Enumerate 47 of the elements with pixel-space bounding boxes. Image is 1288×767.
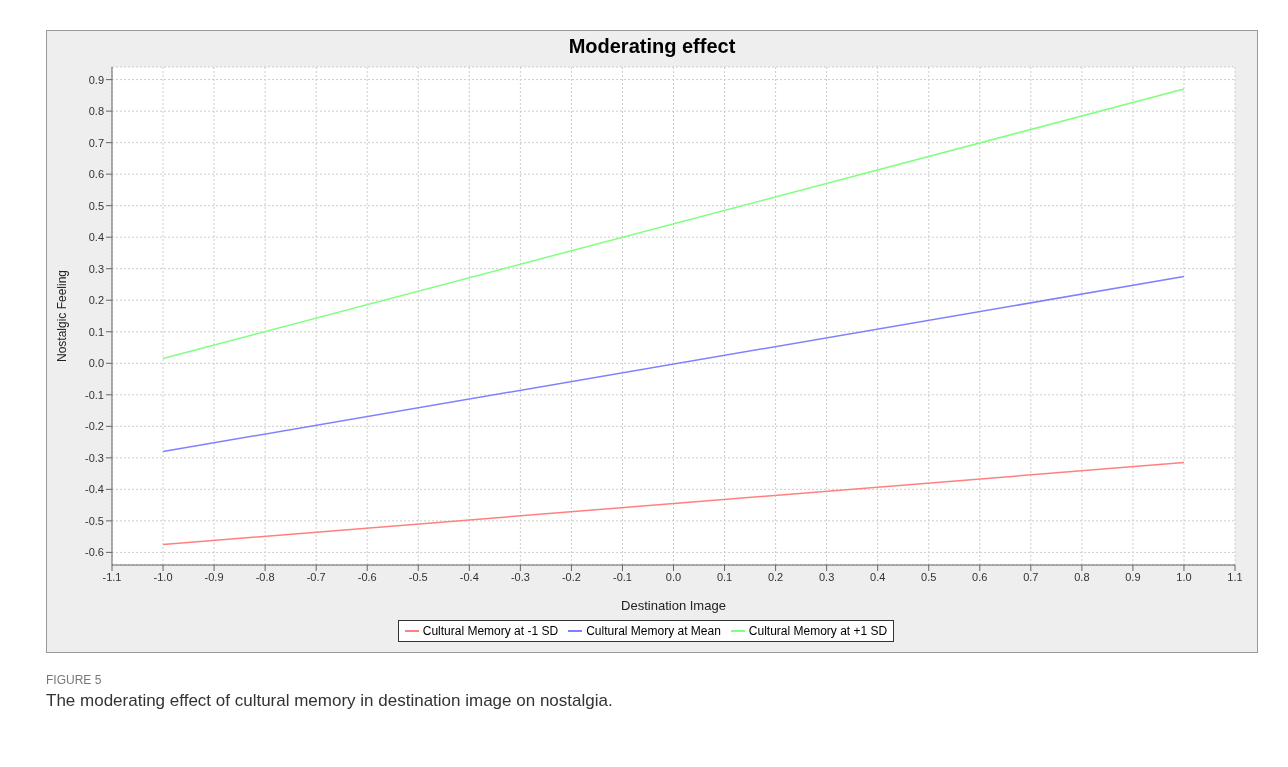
- x-tick-label: -0.1: [612, 570, 632, 583]
- y-tick-label: 0.2: [88, 294, 104, 307]
- y-tick-label: 0.6: [88, 168, 104, 181]
- x-axis-title: Destination Image: [621, 598, 726, 613]
- x-tick-label: 1.0: [1176, 570, 1192, 583]
- y-tick-label: 0.7: [88, 136, 104, 149]
- x-tick-label: 1.1: [1227, 570, 1243, 583]
- x-tick-label: -0.5: [408, 570, 428, 583]
- x-tick-label: 0.1: [716, 570, 733, 583]
- legend-label: Cultural Memory at +1 SD: [748, 624, 888, 638]
- x-tick-label: 0.8: [1074, 570, 1090, 583]
- y-axis-title: Nostalgic Feeling: [55, 269, 70, 363]
- x-tick-label: -0.3: [510, 570, 530, 583]
- chart-title: Moderating effect: [567, 34, 737, 59]
- x-tick-label: -1.1: [102, 570, 122, 583]
- x-tick-label: 0.4: [870, 570, 886, 583]
- x-tick-label: -0.6: [357, 570, 377, 583]
- y-tick-label: 0.4: [88, 231, 104, 244]
- legend-label: Cultural Memory at -1 SD: [422, 624, 559, 638]
- x-tick-label: -0.2: [561, 570, 581, 583]
- x-tick-label: -0.9: [204, 570, 224, 583]
- x-tick-label: -0.7: [306, 570, 326, 583]
- y-tick-label: -0.3: [85, 451, 104, 464]
- x-tick-label: 0.9: [1125, 570, 1141, 583]
- y-tick-label: 0.1: [88, 325, 104, 338]
- x-tick-label: 0.2: [767, 570, 784, 583]
- x-tick-label: 0.3: [818, 570, 835, 583]
- caption: FIGURE 5: [46, 673, 103, 687]
- x-tick-label: -0.4: [459, 570, 479, 583]
- x-tick-label: 0.0: [665, 570, 682, 583]
- x-tick-label: 0.7: [1023, 570, 1039, 583]
- legend-label: Cultural Memory at Mean: [586, 624, 721, 638]
- y-tick-label: -0.6: [85, 546, 104, 559]
- y-tick-label: -0.5: [85, 514, 104, 527]
- y-tick-label: 0.9: [88, 73, 104, 86]
- y-tick-label: -0.1: [85, 388, 104, 401]
- x-tick-label: -1.0: [153, 570, 173, 583]
- y-tick-label: 0.5: [88, 199, 104, 212]
- text: The moderating effect of cultural memory in destination image on nostalgia.: [46, 691, 614, 711]
- y-tick-label: -0.2: [85, 420, 104, 433]
- y-tick-label: -0.4: [85, 483, 104, 496]
- x-tick-label: 0.6: [972, 570, 988, 583]
- y-tick-label: 0.0: [88, 357, 104, 370]
- y-tick-label: 0.3: [88, 262, 104, 275]
- x-tick-label: 0.5: [921, 570, 937, 583]
- x-tick-label: -0.8: [255, 570, 275, 583]
- y-tick-label: 0.8: [88, 105, 104, 118]
